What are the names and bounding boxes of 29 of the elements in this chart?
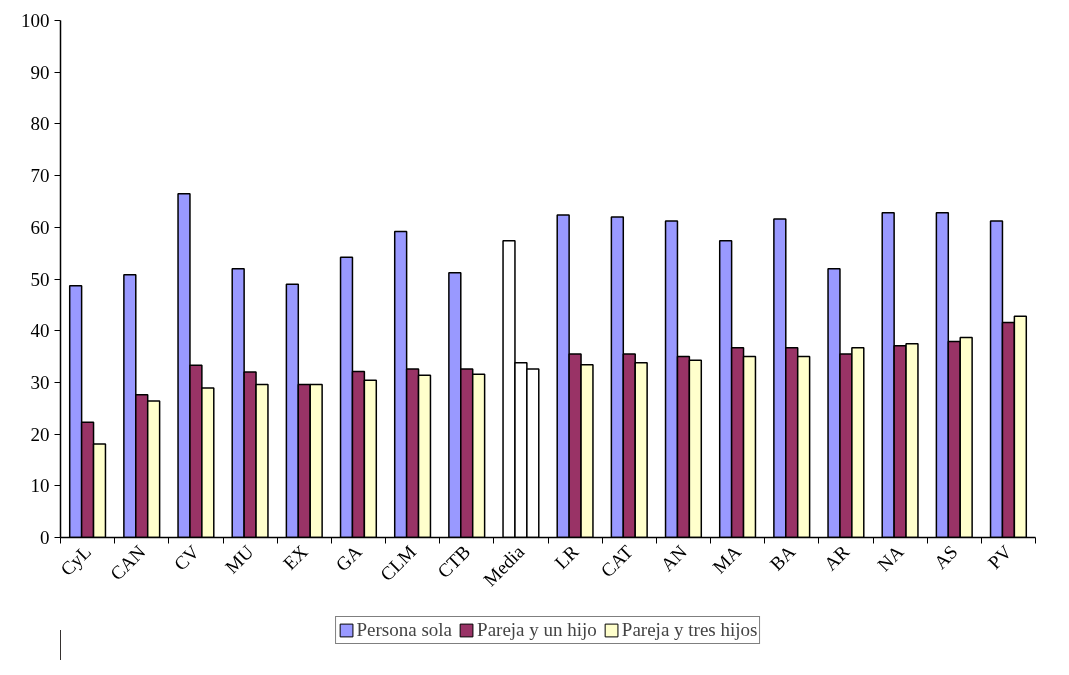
legend-label: Pareja y un hijo	[477, 619, 597, 641]
y-tick-label: 10	[30, 475, 50, 497]
y-tick-label: 50	[30, 268, 50, 290]
x-tick-label: NA	[873, 540, 908, 576]
x-tick-label: AS	[929, 541, 962, 574]
x-tick-label: CV	[169, 540, 204, 575]
x-tick-label: CTB	[433, 541, 475, 583]
y-tick-label: 90	[30, 61, 50, 83]
y-tick-label: 70	[30, 165, 50, 187]
y-tick-label: 80	[30, 113, 50, 135]
x-tick-label: EX	[278, 540, 312, 574]
x-tick-label: BA	[765, 540, 800, 575]
y-tick-label: 40	[30, 320, 50, 342]
x-tick-label: CyL	[56, 541, 96, 580]
x-tick-label: MA	[708, 540, 746, 578]
x-tick-label: GA	[331, 540, 367, 576]
y-tick-label: 20	[30, 423, 50, 445]
x-tick-label: LR	[550, 540, 583, 574]
x-tick-label: PV	[983, 540, 1017, 574]
y-tick-label: 30	[30, 371, 50, 393]
y-tick-label: 0	[40, 527, 50, 548]
y-tick-label: 100	[21, 10, 50, 31]
x-tick-label: MU	[221, 540, 258, 578]
legend-label: Persona sola	[356, 619, 453, 641]
x-tick-label: CAT	[596, 540, 637, 582]
x-tick-label: AN	[656, 540, 692, 576]
x-tick-label: AR	[819, 540, 854, 575]
y-tick-label: 60	[30, 216, 50, 238]
legend-label: Pareja y tres hijos	[621, 619, 758, 641]
